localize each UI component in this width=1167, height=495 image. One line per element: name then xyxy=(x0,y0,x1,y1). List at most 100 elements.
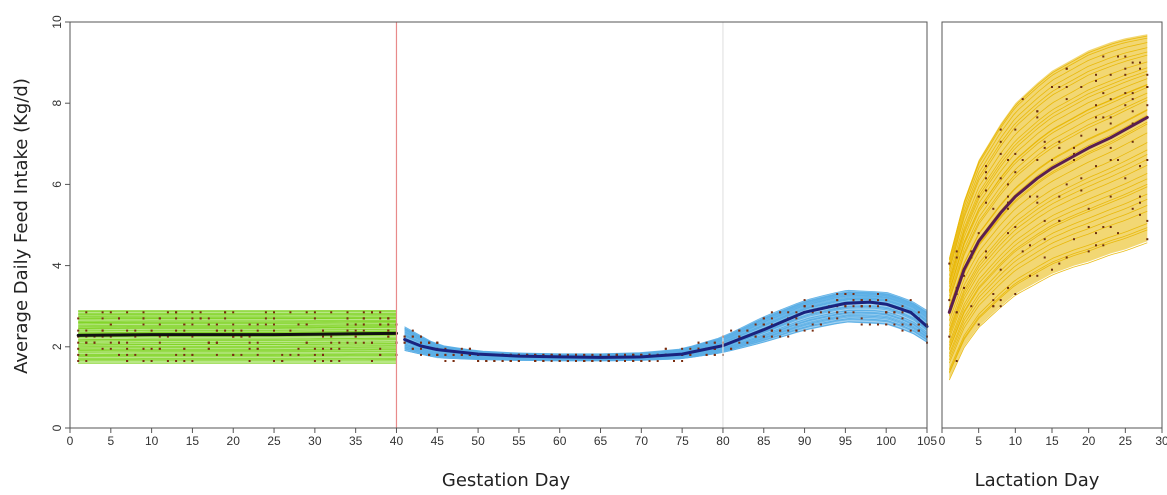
gestation-individual-curve xyxy=(78,341,397,344)
lactation-observation-point xyxy=(1043,219,1046,222)
gestation-observation-point xyxy=(109,323,112,326)
gestation-observation-point xyxy=(183,347,186,350)
gestation-x-tick-label: 100 xyxy=(876,434,896,448)
gestation-observation-point xyxy=(754,323,757,326)
gestation-observation-point xyxy=(681,360,684,362)
gestation-observation-point xyxy=(313,360,316,362)
gestation-observation-point xyxy=(313,347,316,350)
y-tick-label: 10 xyxy=(50,15,64,29)
gestation-x-tick-label: 70 xyxy=(635,434,649,448)
lactation-observation-point xyxy=(1109,159,1112,161)
lactation-observation-point xyxy=(999,152,1002,155)
lactation-observation-point xyxy=(1146,73,1149,76)
gestation-observation-point xyxy=(264,311,267,314)
gestation-observation-point xyxy=(901,311,904,314)
gestation-individual-curve xyxy=(78,316,397,319)
gestation-observation-point xyxy=(346,341,349,344)
gestation-observation-point xyxy=(591,353,594,356)
gestation-observation-point xyxy=(101,347,104,350)
lactation-observation-point xyxy=(1131,207,1134,210)
lactation-observation-point xyxy=(985,165,987,168)
gestation-observation-point xyxy=(330,360,333,362)
lactation-observation-point xyxy=(1014,128,1017,131)
spaghetti-bands xyxy=(78,34,1148,381)
gestation-observation-point xyxy=(313,353,316,356)
lactation-observation-point xyxy=(1117,55,1119,58)
gestation-observation-point xyxy=(795,311,798,314)
lactation-individual-curve xyxy=(948,223,1148,370)
gestation-observation-point xyxy=(85,353,88,356)
gestation-observation-point xyxy=(893,311,896,314)
gestation-observation-point xyxy=(558,360,561,362)
lactation-observation-point xyxy=(1109,116,1112,119)
gestation-observation-point xyxy=(477,360,480,362)
gestation-observation-point xyxy=(877,293,879,295)
lactation-individual-curve xyxy=(948,142,1148,327)
y-tick-label: 6 xyxy=(50,181,64,188)
gestation-observation-point xyxy=(607,360,610,362)
gestation-observation-point xyxy=(632,360,635,362)
gestation-observation-point xyxy=(183,323,186,326)
gestation-observation-point xyxy=(901,329,904,332)
lactation-individual-curve xyxy=(948,186,1148,350)
y-tick-label: 8 xyxy=(50,100,64,107)
gestation-observation-point xyxy=(436,341,439,344)
gestation-observation-point xyxy=(868,323,871,326)
lactation-individual-curve xyxy=(948,84,1148,291)
lactation-observation-point xyxy=(955,256,958,259)
gestation-observation-point xyxy=(338,341,341,344)
lactation-observation-point xyxy=(955,250,958,253)
lactation-observation-point xyxy=(985,250,987,253)
gestation-observation-point xyxy=(403,341,406,344)
gestation-observation-point xyxy=(583,360,586,362)
gestation-observation-point xyxy=(811,329,814,332)
gestation-observation-point xyxy=(917,329,920,332)
gestation-observation-point xyxy=(183,360,186,362)
lactation-observation-point xyxy=(1139,165,1141,168)
gestation-observation-point xyxy=(175,360,178,362)
gestation-observation-point xyxy=(142,317,145,320)
lactation-observation-point xyxy=(1029,195,1031,198)
lactation-observation-point xyxy=(992,207,995,210)
lactation-individual-curve xyxy=(948,61,1148,276)
gestation-observation-point xyxy=(420,341,422,344)
gestation-observation-point xyxy=(109,341,112,344)
gestation-observation-point xyxy=(689,353,692,356)
gestation-observation-point xyxy=(101,311,104,314)
lactation-observation-point xyxy=(1139,201,1141,204)
gestation-observation-point xyxy=(289,329,292,332)
gestation-observation-point xyxy=(215,353,218,356)
gestation-mean-curve-1 xyxy=(403,300,929,359)
lactation-observation-point xyxy=(1080,189,1083,192)
gestation-observation-point xyxy=(118,341,120,344)
gestation-observation-point xyxy=(387,335,390,338)
gestation-observation-point xyxy=(142,347,145,350)
gestation-observation-point xyxy=(166,360,169,362)
lactation-individual-curve xyxy=(948,73,1148,284)
gestation-observation-point xyxy=(191,360,194,362)
gestation-observation-point xyxy=(697,341,700,344)
lactation-observation-point xyxy=(1080,134,1083,137)
gestation-observation-point xyxy=(615,353,618,356)
lactation-observation-point xyxy=(1007,232,1009,235)
gestation-observation-point xyxy=(354,323,357,326)
gestation-panel-frame xyxy=(69,21,928,429)
gestation-observation-point xyxy=(591,360,594,362)
lactation-observation-point xyxy=(1051,159,1053,161)
gestation-individual-curve xyxy=(78,328,397,332)
gestation-observation-point xyxy=(256,329,259,332)
gestation-observation-point xyxy=(85,341,88,344)
gestation-observation-point xyxy=(901,317,904,320)
gestation-observation-point xyxy=(77,353,80,356)
lactation-observation-point xyxy=(1043,146,1046,149)
lactation-observation-point xyxy=(1029,274,1031,277)
gestation-observation-point xyxy=(468,353,471,356)
lactation-observation-point xyxy=(1109,226,1112,228)
gestation-observation-point xyxy=(844,311,847,314)
gestation-observation-point xyxy=(877,299,879,302)
gestation-observation-point xyxy=(85,329,88,332)
gestation-observation-point xyxy=(126,360,129,362)
lactation-observation-point xyxy=(1131,61,1134,64)
lactation-observation-point xyxy=(1139,67,1141,70)
gestation-individual-curve xyxy=(78,320,397,322)
